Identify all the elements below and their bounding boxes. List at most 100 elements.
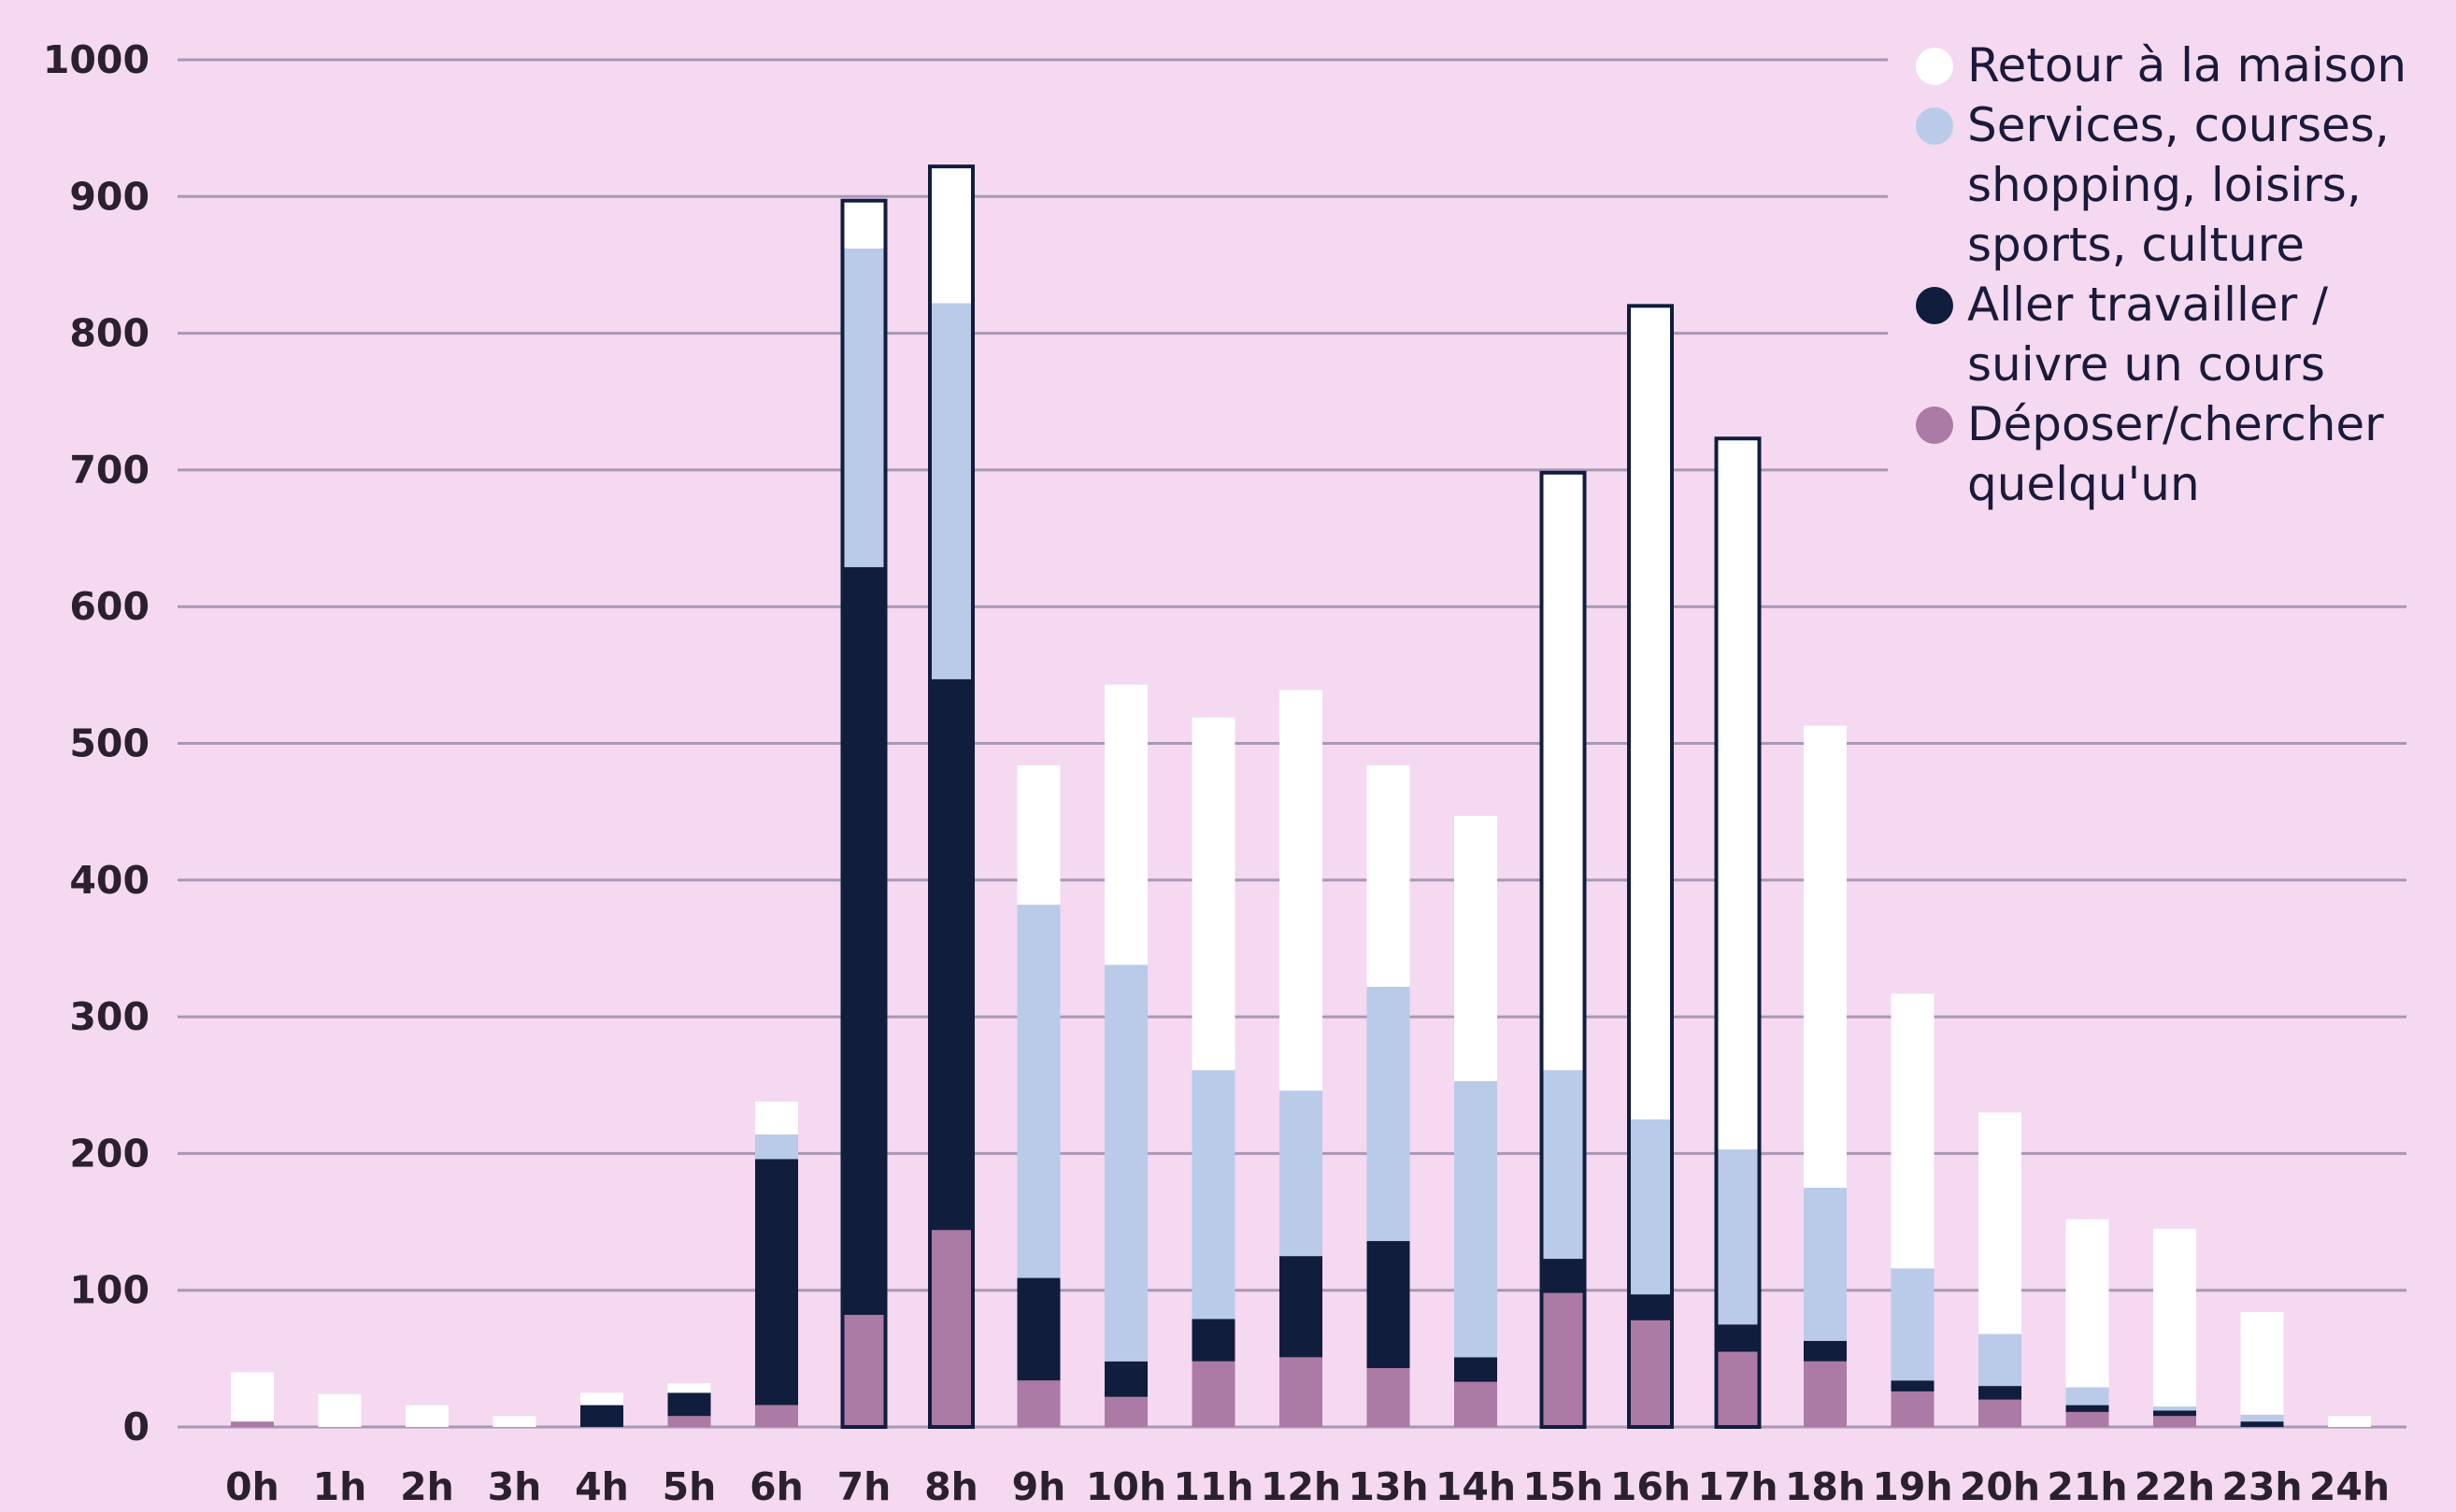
bar-segment <box>1541 1070 1585 1260</box>
bar-segment <box>1017 1380 1061 1427</box>
y-tick-label: 400 <box>69 858 150 903</box>
bar-segment <box>1105 1361 1148 1397</box>
bar-segment <box>2240 1414 2284 1422</box>
bar-segment <box>930 678 973 1231</box>
y-tick-label: 100 <box>69 1268 150 1313</box>
x-tick-label: 11h <box>1173 1464 1253 1509</box>
bar-segment <box>1541 1259 1585 1293</box>
bar-segment <box>1366 1368 1410 1427</box>
x-tick-label: 23h <box>2221 1464 2302 1509</box>
legend-label: suivre un cours <box>1967 337 2325 392</box>
bar-segment <box>842 1315 886 1427</box>
bar-segment <box>580 1392 623 1405</box>
bar-segment <box>1541 1292 1585 1427</box>
bar-outline <box>840 198 888 1430</box>
y-tick-label: 900 <box>69 174 150 219</box>
x-tick-label: 3h <box>488 1464 542 1509</box>
x-tick-label: 18h <box>1785 1464 1865 1509</box>
x-tick-label: 14h <box>1435 1464 1516 1509</box>
bar-segment <box>2240 1421 2284 1427</box>
bar-segment <box>1804 1187 1847 1341</box>
bar-segment <box>1192 1361 1235 1427</box>
bar-segment <box>2153 1406 2196 1411</box>
x-tick-label: 1h <box>313 1464 367 1509</box>
bar-segment <box>1192 1319 1235 1362</box>
bar-outline <box>928 164 975 1429</box>
legend-marker <box>1916 48 1953 85</box>
bar-segment <box>1716 1149 1760 1325</box>
bar-segment <box>1716 438 1760 1150</box>
bar-segment <box>1279 1256 1322 1358</box>
y-tick-label: 0 <box>122 1405 150 1449</box>
bar-segment <box>1978 1112 2021 1334</box>
y-tick-label: 700 <box>69 448 150 492</box>
y-tick-label: 300 <box>69 994 150 1039</box>
bar-segment <box>1366 986 1410 1242</box>
y-tick-label: 600 <box>69 584 150 629</box>
x-tick-label: 2h <box>400 1464 454 1509</box>
x-tick-label: 13h <box>1348 1464 1428 1509</box>
x-tick-label: 20h <box>1960 1464 2040 1509</box>
bar-segment <box>231 1372 274 1422</box>
bar-segment <box>1629 1319 1672 1427</box>
bar-segment <box>2065 1219 2109 1388</box>
bar-segment <box>667 1416 711 1427</box>
x-tick-label: 15h <box>1522 1464 1603 1509</box>
bar-segment <box>1105 684 1148 965</box>
legend-label: Déposer/chercher <box>1967 397 2384 451</box>
bar-segment <box>1716 1324 1760 1352</box>
x-tick-label: 5h <box>663 1464 717 1509</box>
legend-label: shopping, loisirs, <box>1967 158 2362 212</box>
bar-segment <box>2240 1312 2284 1415</box>
bar-segment <box>1716 1351 1760 1427</box>
x-tick-label: 19h <box>1872 1464 1952 1509</box>
legend-label: sports, culture <box>1967 218 2305 272</box>
legend-label: quelqu'un <box>1967 457 2200 511</box>
bar-segment <box>755 1159 798 1405</box>
bar-segment <box>2065 1411 2109 1427</box>
bar-segment <box>1804 725 1847 1188</box>
bar-segment <box>2153 1228 2196 1407</box>
x-tick-label: 21h <box>2047 1464 2127 1509</box>
bars <box>231 164 2371 1430</box>
x-tick-label: 0h <box>225 1464 279 1509</box>
x-tick-label: 12h <box>1261 1464 1341 1509</box>
bar-segment <box>1454 1357 1497 1382</box>
bar-segment <box>755 1134 798 1160</box>
bar-segment <box>1454 1080 1497 1358</box>
y-tick-label: 1000 <box>43 37 150 82</box>
bar-segment <box>1804 1340 1847 1362</box>
x-tick-label: 8h <box>924 1464 978 1509</box>
bar-segment <box>1017 905 1061 1278</box>
bar-segment <box>755 1101 798 1134</box>
bar-outline <box>1714 436 1762 1430</box>
bar-segment <box>930 166 973 304</box>
bar-segment <box>1192 717 1235 1071</box>
bar-segment <box>930 303 973 679</box>
bar-segment <box>667 1392 711 1417</box>
bar-segment <box>1891 993 1935 1269</box>
bar-segment <box>667 1383 711 1393</box>
bar-segment <box>1017 1277 1061 1381</box>
legend-marker <box>1916 407 1953 444</box>
bar-segment <box>2328 1416 2371 1427</box>
x-tick-label: 17h <box>1697 1464 1778 1509</box>
bar-segment <box>755 1405 798 1427</box>
bar-segment <box>842 200 886 249</box>
bar-segment <box>1017 764 1061 906</box>
bar-segment <box>1541 472 1585 1071</box>
bar-segment <box>406 1405 449 1427</box>
bar-segment <box>2153 1416 2196 1427</box>
x-tick-label: 22h <box>2135 1464 2215 1509</box>
bar-segment <box>1978 1399 2021 1427</box>
bar-segment <box>1891 1391 1935 1427</box>
bar-segment <box>842 566 886 1316</box>
bar-segment <box>1279 690 1322 1091</box>
bar-outline <box>1627 304 1674 1430</box>
bar-segment <box>2153 1410 2196 1417</box>
y-tick-label: 200 <box>69 1131 150 1176</box>
bar-segment <box>1891 1268 1935 1381</box>
bar-segment <box>1629 1119 1672 1295</box>
